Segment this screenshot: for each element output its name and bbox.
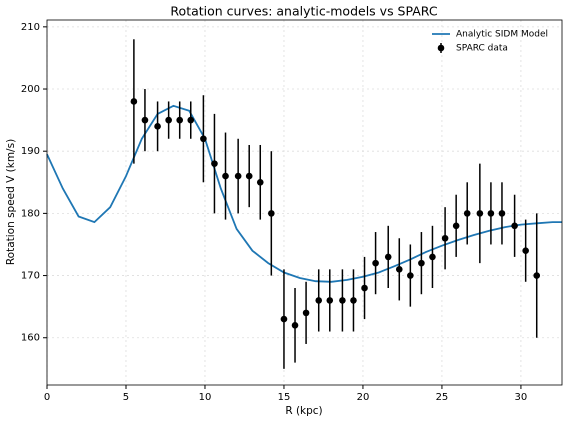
data-point [452, 222, 460, 230]
data-point [361, 284, 368, 292]
y-tick-label: 210 [21, 22, 40, 33]
data-point [384, 253, 392, 261]
legend-swatch [437, 44, 445, 52]
y-tick-label: 190 [21, 146, 40, 157]
y-tick-label: 170 [21, 271, 40, 282]
plot-frame [46, 19, 563, 386]
data-point [200, 135, 207, 143]
data-point [234, 172, 242, 180]
data-point [350, 297, 357, 304]
y-axis-label: Rotation speed V (km/s) [5, 139, 17, 265]
data-point [268, 210, 275, 217]
data-point [372, 259, 379, 267]
y-tick-label: 160 [21, 333, 40, 344]
data-point [533, 272, 541, 279]
x-axis-label: R (kpc) [285, 405, 322, 417]
data-point [256, 178, 264, 186]
legend-label: SPARC data [456, 44, 508, 54]
data-point [498, 210, 506, 217]
data-point [291, 322, 299, 329]
data-point [315, 297, 323, 304]
data-point [154, 123, 161, 130]
data-point [211, 160, 218, 167]
data-point [395, 266, 403, 273]
x-tick-label: 15 [278, 392, 291, 403]
data-point [165, 116, 172, 124]
data-point [476, 210, 484, 217]
x-tick-label: 10 [199, 392, 212, 403]
x-tick-label: 5 [123, 392, 129, 403]
data-point [280, 315, 288, 323]
data-point [141, 116, 149, 124]
data-point [187, 116, 195, 124]
x-tick-label: 25 [436, 392, 449, 403]
legend-label: Analytic SIDM Model [456, 30, 548, 40]
data-point [418, 259, 425, 267]
data-point [176, 116, 183, 124]
data-point [222, 172, 229, 180]
x-tick-label: 0 [44, 392, 50, 403]
x-tick-label: 20 [357, 392, 370, 403]
data-point [429, 253, 436, 261]
data-point [339, 297, 346, 304]
y-tick-label: 180 [21, 208, 40, 219]
data-point [130, 98, 138, 105]
y-tick-label: 200 [21, 84, 40, 95]
data-point [511, 222, 518, 230]
chart-title: Rotation curves: analytic-models vs SPAR… [170, 4, 437, 19]
data-point [407, 272, 414, 279]
data-point [302, 309, 310, 317]
data-point [441, 234, 449, 242]
data-point [487, 210, 495, 217]
data-point [245, 172, 253, 180]
data-point [463, 210, 471, 217]
data-point [522, 247, 529, 254]
data-point [326, 297, 334, 304]
x-tick-label: 30 [515, 392, 528, 403]
